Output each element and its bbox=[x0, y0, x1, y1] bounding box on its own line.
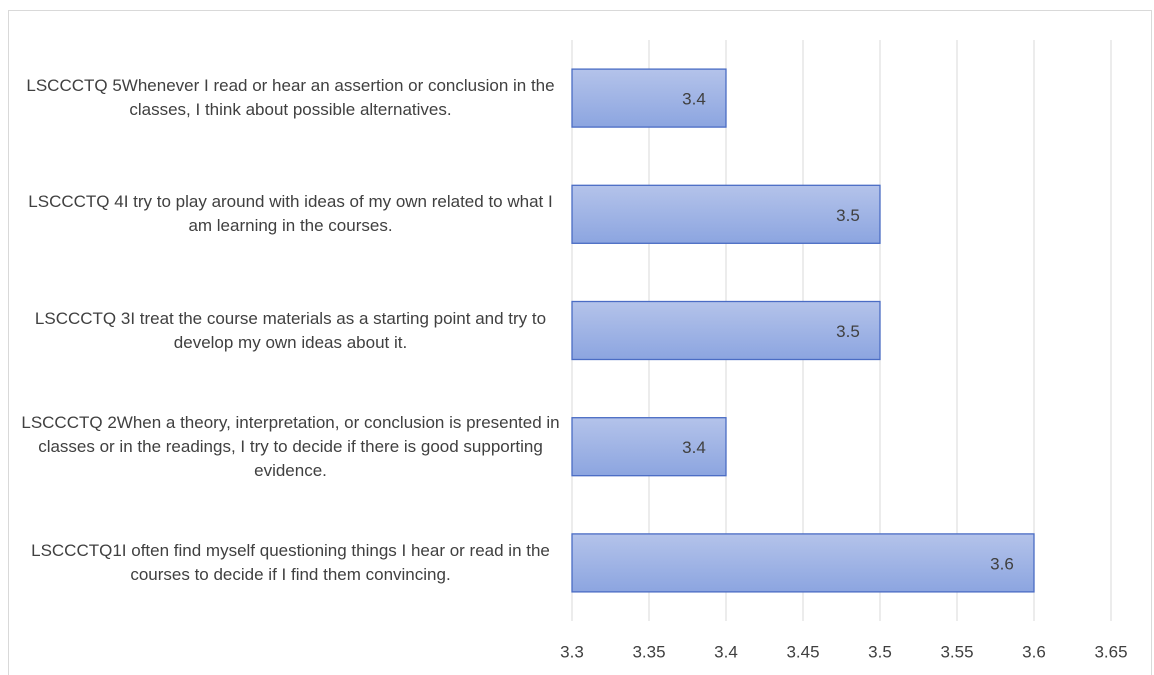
bar bbox=[571, 300, 881, 361]
data-label: 3.4 bbox=[682, 90, 706, 109]
x-tick-label: 3.5 bbox=[868, 642, 892, 661]
data-label: 3.5 bbox=[836, 206, 860, 225]
bar bbox=[571, 417, 727, 477]
x-tick-label: 3.45 bbox=[786, 642, 819, 661]
y-tick-label: LSCCCTQ 3I treat the course materials as… bbox=[34, 308, 547, 352]
data-label: 3.6 bbox=[990, 554, 1014, 573]
bar bbox=[571, 184, 881, 244]
chart-border bbox=[8, 10, 1152, 675]
y-tick-label: LSCCCTQ 5Whenever I read or hear an asse… bbox=[26, 76, 555, 120]
bar bbox=[571, 533, 1035, 593]
x-tick-label: 3.3 bbox=[560, 642, 584, 661]
y-tick-label: LSCCCTQ 2When a theory, interpretation, … bbox=[21, 412, 560, 480]
x-tick-label: 3.55 bbox=[940, 642, 973, 661]
data-label: 3.4 bbox=[682, 438, 706, 457]
y-tick-label: LSCCCTQ 4I try to play around with ideas… bbox=[28, 192, 553, 236]
x-tick-label: 3.4 bbox=[714, 642, 738, 661]
x-tick-label: 3.35 bbox=[632, 642, 665, 661]
data-label: 3.5 bbox=[836, 322, 860, 341]
y-tick-label: LSCCCTQ1I often find myself questioning … bbox=[31, 540, 550, 584]
x-tick-label: 3.65 bbox=[1094, 642, 1127, 661]
bar bbox=[571, 68, 727, 128]
x-tick-label: 3.6 bbox=[1022, 642, 1046, 661]
